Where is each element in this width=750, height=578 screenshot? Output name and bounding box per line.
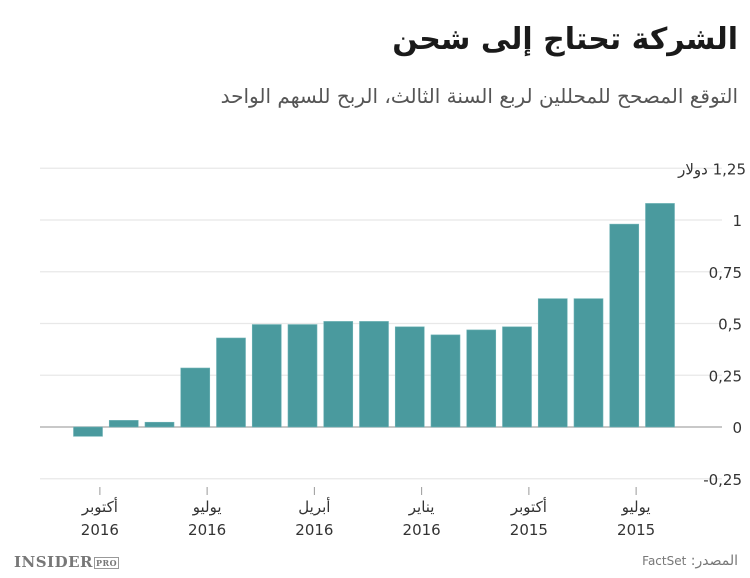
x-tick-year: 2016 (403, 521, 441, 539)
insider-pro-logo: INSIDER PRO (14, 553, 120, 571)
bar (359, 321, 389, 428)
x-tick-month: يوليو (621, 498, 651, 516)
bar (144, 421, 175, 428)
x-tick-month: أبريل (298, 497, 330, 516)
x-tick-month: أكتوبر (510, 497, 547, 516)
bar (394, 326, 425, 428)
x-tick-month: يوليو (192, 498, 222, 516)
bar (180, 367, 211, 428)
source-name: FactSet (642, 554, 687, 568)
bar (609, 223, 640, 428)
y-tick-label: 0,75 (709, 264, 742, 282)
bar (73, 426, 103, 437)
source-label: المصدر: (690, 553, 738, 569)
x-tick-year: 2015 (617, 521, 655, 539)
bar (430, 334, 461, 428)
bar (466, 329, 497, 428)
bar (645, 203, 675, 428)
x-tick-month: يناير (408, 498, 435, 516)
x-tick-year: 2015 (510, 521, 548, 539)
y-tick-label: 0,25 (709, 367, 742, 385)
x-tick-month: أكتوبر (81, 497, 118, 516)
bar (502, 326, 532, 428)
y-tick-label: 1 (732, 212, 742, 230)
bar (287, 324, 318, 428)
chart-subtitle: التوقع المصحح للمحللين لربع السنة الثالث… (220, 84, 738, 108)
bar (323, 321, 354, 428)
bar (251, 324, 282, 428)
x-tick-year: 2016 (81, 521, 119, 539)
y-tick-label: 0,5 (718, 316, 742, 334)
y-tick-label: -0,25 (703, 471, 742, 489)
bar (573, 298, 604, 428)
y-tick-label: 0 (732, 419, 742, 437)
x-tick-year: 2016 (295, 521, 333, 539)
chart-title: الشركة تحتاج إلى شحن (392, 22, 738, 57)
bar (216, 337, 246, 428)
source-note: المصدر: FactSet (642, 553, 738, 569)
bar (108, 420, 139, 428)
bar (537, 298, 568, 428)
y-tick-label: 1,25 دولار (677, 160, 746, 178)
x-tick-year: 2016 (188, 521, 226, 539)
